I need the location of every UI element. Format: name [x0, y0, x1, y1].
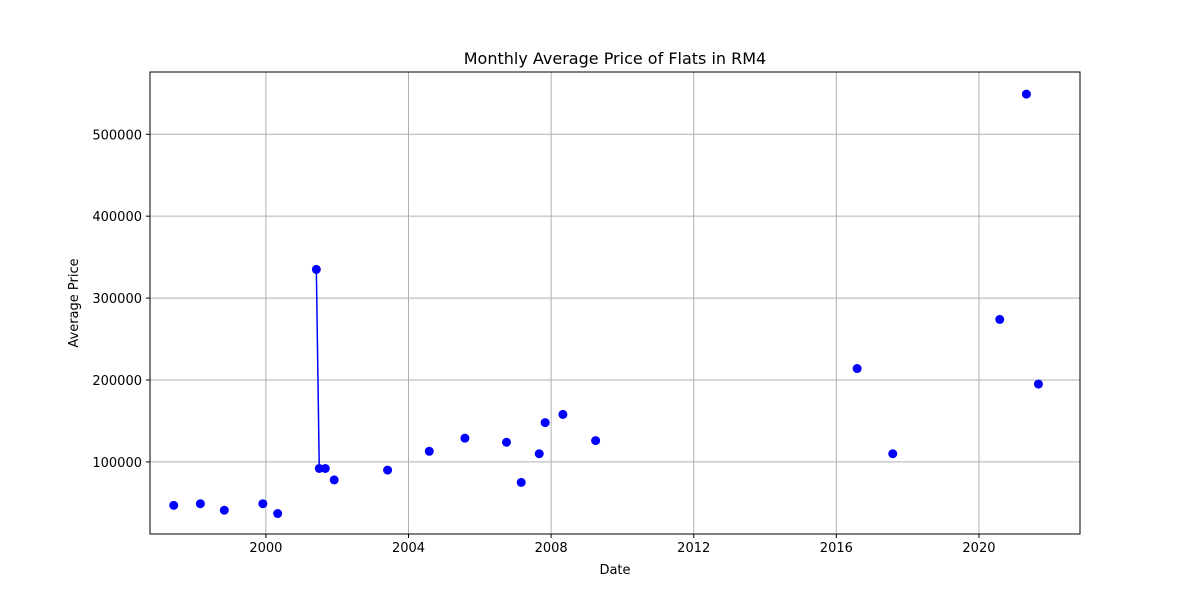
data-point [311, 264, 321, 274]
data-point [540, 418, 550, 428]
series-layer [169, 89, 1043, 519]
x-tick-label: 2004 [392, 541, 425, 556]
data-point [888, 449, 898, 459]
data-point [169, 500, 179, 510]
y-tick-label: 200000 [92, 374, 142, 389]
y-tick-label: 400000 [92, 210, 142, 225]
data-point [501, 437, 511, 447]
y-tick-label: 100000 [92, 456, 142, 471]
data-point [591, 436, 601, 446]
y-axis-title: Average Price [67, 258, 82, 347]
data-point [558, 409, 568, 419]
data-point [320, 463, 330, 473]
chart-title: Monthly Average Price of Flats in RM4 [464, 49, 766, 68]
data-point [329, 475, 339, 485]
x-axis-title: Date [599, 563, 630, 578]
x-tick-label: 2000 [249, 541, 282, 556]
data-point [383, 465, 393, 475]
x-tick-label: 2016 [820, 541, 853, 556]
data-point [219, 505, 229, 515]
data-point [1033, 379, 1043, 389]
data-point [460, 433, 470, 443]
series-line-segment [315, 269, 321, 469]
data-point [516, 477, 526, 487]
x-tick-label: 2012 [677, 541, 710, 556]
data-point [424, 446, 434, 456]
y-tick-label: 500000 [92, 128, 142, 143]
data-point [534, 449, 544, 459]
plot-frame [149, 71, 1081, 535]
data-point [995, 314, 1005, 324]
data-point [195, 499, 205, 509]
data-point [273, 509, 283, 519]
data-point [1021, 89, 1031, 99]
data-point [852, 364, 862, 374]
x-tick-label: 2008 [535, 541, 568, 556]
x-tick-label: 2020 [962, 541, 995, 556]
data-point [258, 499, 268, 509]
grid-layer [150, 72, 1080, 534]
y-tick-label: 300000 [92, 292, 142, 307]
tick-layer: 2000 2004 2008 2012 2016 2020 100000 200000 3000… [92, 128, 995, 556]
